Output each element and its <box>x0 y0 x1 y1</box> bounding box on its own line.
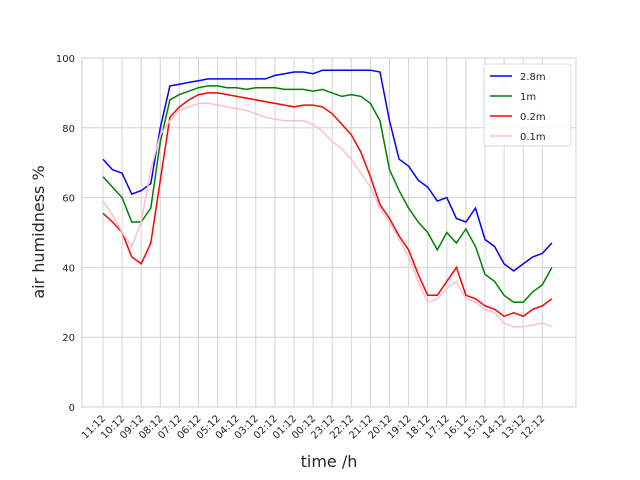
y-tick-label: 0 <box>69 403 75 414</box>
series-line <box>102 85 553 304</box>
y-tick-label: 60 <box>62 194 75 205</box>
legend-label: 1m <box>520 92 536 103</box>
legend-label: 0.1m <box>520 132 546 143</box>
legend-label: 2.8m <box>520 72 546 83</box>
y-tick-label: 80 <box>62 124 75 135</box>
series-line <box>102 102 553 328</box>
legend-box <box>483 63 572 147</box>
plot-frame <box>81 57 577 408</box>
y-axis-label: air humidness % <box>29 165 48 298</box>
x-axis-label: time /h <box>301 452 358 471</box>
series-line <box>102 92 553 318</box>
y-tick-label: 100 <box>56 54 75 65</box>
legend-label: 0.2m <box>520 112 546 123</box>
y-tick-label: 40 <box>62 263 75 274</box>
y-tick-label: 20 <box>62 333 75 344</box>
legend: 2.8m 1m 0.2m 0.1m <box>483 63 572 147</box>
series-line <box>102 69 553 272</box>
grid <box>82 57 576 408</box>
